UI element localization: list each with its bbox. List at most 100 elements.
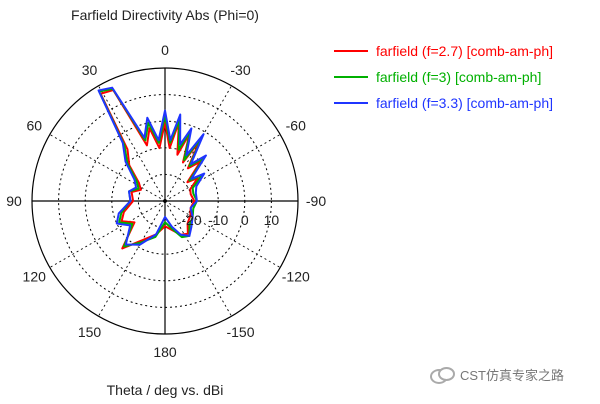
series-point-0-11 [186,181,189,183]
series-point-2-20 [164,109,166,112]
series-point-2-34 [129,224,131,227]
series-point-1-37 [154,236,157,238]
chat-bubbles-icon [430,366,455,384]
series-point-2-15 [185,154,188,156]
series-point-0-7 [193,200,195,202]
series-point-0-21 [158,147,161,149]
series-point-2-21 [157,139,160,141]
angular-grid-spoke-7 [164,200,232,317]
series-point-2-4 [190,226,193,229]
angle-tick-label-2: -60 [286,118,306,134]
angle-tick-label-4: -120 [282,269,310,285]
radial-tick-label-3: 10 [264,212,280,228]
angular-grid-spoke-2 [49,134,166,202]
series-point-0-35 [121,247,123,250]
series-point-0-17 [176,154,179,156]
series-point-0-33 [120,220,123,222]
series-point-2-19 [169,139,172,141]
legend-item-f27: farfield (f=2.7) [comb-am-ph] [334,38,596,64]
series-point-2-31 [129,200,132,202]
polar-series [97,86,207,250]
series-point-1-13 [188,165,191,167]
watermark-text: CST仿真专家之路 [460,368,565,383]
series-point-1-33 [118,221,120,224]
angle-tick-label-0: 0 [161,42,169,58]
series-point-2-29 [135,186,137,189]
angular-grid-spoke-8 [164,200,281,268]
series-point-1-35 [123,245,125,248]
series-point-2-32 [118,212,120,215]
series-point-2-38 [164,216,166,218]
series-point-2-35 [125,243,127,246]
series-point-0-29 [140,189,142,191]
series-point-1-17 [178,148,180,151]
series-point-0-8 [189,193,192,195]
series-point-2-27 [124,160,127,163]
series-point-2-30 [128,190,130,193]
angular-grid-spoke-5 [98,200,166,317]
series-point-1-8 [192,192,194,195]
series-point-0-9 [189,188,192,190]
legend-label-f3: farfield (f=3) [comb-am-ph] [376,69,542,85]
series-point-1-29 [137,187,140,190]
series-point-2-5 [191,216,194,218]
legend-item-f33: farfield (f=3.3) [comb-am-ph] [334,90,596,116]
series-point-2-36 [139,244,141,246]
series-point-0-19 [168,147,171,149]
series-point-1-23 [144,139,146,141]
series-point-2-17 [179,143,181,146]
chart-legend: farfield (f=2.7) [comb-am-ph] farfield (… [334,38,596,116]
radial-axis-title: Theta / deg vs. dBi [106,382,224,398]
polar-ticks: 0 -30 -60 -90 -120 -150 180 150 120 90 60 30 -20 -10 0… [6,42,326,360]
legend-label-f33: farfield (f=3.3) [comb-am-ph] [376,95,554,111]
series-point-0-5 [189,214,192,217]
series-point-2-23 [143,137,146,139]
series-point-0-34 [133,221,136,224]
angle-tick-label-1: -30 [230,62,250,78]
series-point-2-7 [196,200,198,202]
series-point-1-2 [181,236,183,238]
series-point-2-16 [190,127,193,130]
series-point-1-38 [164,221,166,223]
series-point-2-33 [116,222,118,225]
angular-grid-spoke-10 [164,134,281,202]
watermark: CST仿真专家之路 [430,365,564,384]
legend-line-f33 [334,102,368,104]
legend-line-f27 [334,50,368,52]
legend-item-f3: farfield (f=3) [comb-am-ph] [334,64,596,90]
series-point-2-12 [205,154,207,157]
series-point-0-15 [182,161,184,164]
series-point-2-11 [190,178,193,180]
series-point-2-3 [188,235,191,237]
angle-tick-label-11: 30 [82,62,98,78]
chat-bubble-right-icon [438,366,455,381]
series-point-2-28 [133,178,136,181]
series-point-2-14 [202,133,205,135]
angle-tick-label-3: -90 [306,193,326,209]
series-point-2-6 [189,207,192,209]
series-point-2-22 [146,117,148,119]
chart-title: Farfield Directivity Abs (Phi=0) [71,7,259,23]
angle-tick-label-8: 120 [23,269,47,285]
series-point-2-8 [195,192,197,194]
series-point-1-19 [169,142,171,144]
radial-tick-label-1: -10 [208,212,228,228]
series-point-1-4 [188,224,191,227]
radial-tick-label-2: 0 [241,212,249,228]
legend-label-f27: farfield (f=2.7) [comb-am-ph] [376,43,554,59]
series-point-0-26 [126,148,129,151]
series-point-2-9 [195,185,198,188]
series-point-2-37 [155,233,157,236]
angular-grid-spoke-4 [49,200,166,268]
series-point-2-26 [122,142,124,144]
series-point-0-31 [132,200,134,202]
angle-tick-label-7: 150 [78,324,102,340]
series-point-1-6 [192,207,194,210]
series-point-0-3 [187,232,189,235]
series-point-1-11 [188,179,191,182]
series-point-1-34 [131,223,134,225]
series-point-1-21 [158,142,160,144]
series-point-1-9 [192,187,194,189]
